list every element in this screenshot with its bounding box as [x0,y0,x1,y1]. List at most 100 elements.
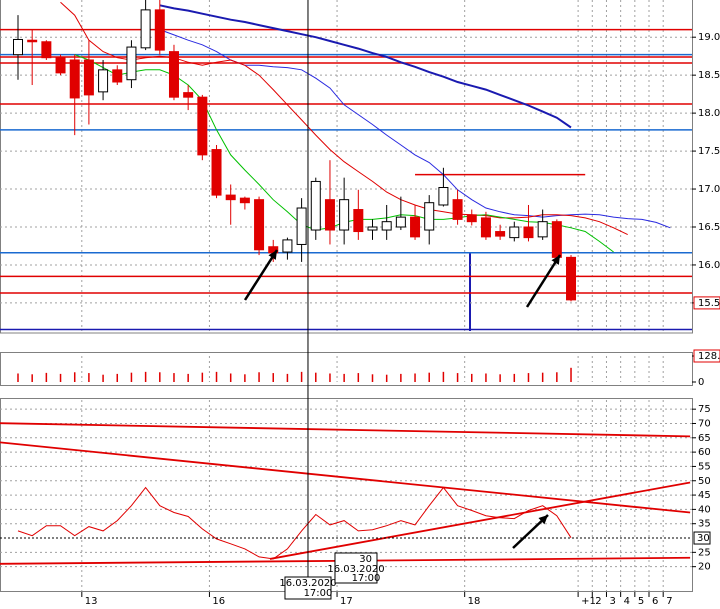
candle-body [395,216,406,228]
bar [88,373,90,382]
candle-body [154,9,165,51]
candle-body [466,214,477,223]
bar [541,372,544,382]
bar [272,373,274,382]
bar [59,373,62,382]
bar [385,374,388,382]
bar [201,372,204,382]
candle-body [55,57,66,74]
trendline [0,441,691,514]
candle-body [424,202,435,231]
bar [513,373,516,382]
candle-body [112,69,123,83]
y-tick-label: 75 [698,404,711,415]
tick-box [693,296,720,310]
y-tick-label: 15.50 [698,298,720,309]
price-panel [0,0,693,334]
y-tick-label: 45 [698,490,711,501]
candle-body [282,239,293,253]
y-tick-label: 16.50 [698,222,720,233]
crosshair-info-time: 17:00 [352,573,381,584]
candle-body [353,209,364,233]
candle-body [410,216,421,238]
arrow [243,249,279,301]
bar [244,374,246,382]
x-tick-label: 4 [624,596,630,607]
crosshair-date: 16.03.2020 [279,578,336,589]
candle-body [367,226,378,231]
bar [527,373,530,382]
candle-body [98,69,109,93]
candle-body [225,194,236,201]
x-tick-label: 6 [652,596,658,607]
bar [73,372,76,382]
y-tick-label: 70 [698,418,711,429]
y-tick-label: 40 [698,504,711,515]
x-tick-label: 2 [595,596,601,607]
bar [45,372,48,382]
bar [215,371,218,382]
y-tick-label: 20 [698,562,711,573]
y-tick-label: 65 [698,433,711,444]
candle-body [41,41,52,59]
candle-body [324,199,335,231]
x-tick-label: 13 [85,596,98,607]
y-tick-label: 128.2 [698,351,720,362]
crosshair-info-date: 16.03.2020 [327,564,384,575]
crosshair-info-box [334,552,378,584]
candle-body [140,9,151,49]
candle-body [168,51,179,98]
bar [357,373,360,382]
trendline [0,422,691,438]
bar [414,373,416,382]
candle-body [13,38,23,56]
candle-body [551,221,562,258]
bar [499,374,501,382]
bar [286,373,289,382]
bar [229,373,232,382]
y-tick-label: 0 [698,377,704,388]
arrow-head [268,250,277,260]
line [60,1,628,236]
candle-body [310,180,321,231]
candle-body [254,199,265,251]
bar [400,373,402,382]
y-tick-label: 16.00 [698,260,720,271]
bar [17,373,19,382]
candle-body [296,207,307,245]
crosshair-value-box [693,531,711,545]
y-tick-label: 17.50 [698,146,720,157]
y-tick-label: 35 [698,519,711,530]
candle-body [126,46,137,81]
bar [371,374,374,382]
candle-body [83,59,94,96]
bar [258,372,260,382]
bar [144,371,147,382]
x-tick-label: 5 [638,596,644,607]
candle-body [197,96,208,156]
y-tick-label: 50 [698,476,711,487]
crosshair-date-box [284,576,332,600]
x-tick-label: +1 [581,596,596,607]
bar [442,371,445,382]
bar [300,371,303,382]
x-tick-label: 17 [340,596,353,607]
bar [315,372,317,382]
bar [570,367,572,382]
arrow-head [551,255,560,265]
crosshair-info-value: 30 [359,554,372,565]
bar [187,373,189,382]
candle-body [480,217,491,238]
bar [343,373,345,382]
arrow [525,254,562,308]
candle-body [183,92,194,98]
bar [471,373,473,382]
candle-body [452,199,463,220]
bar [31,374,33,382]
x-tick-label: 16 [212,596,225,607]
y-tick-label: 18.50 [698,70,720,81]
line [17,486,572,560]
bar [173,373,175,382]
